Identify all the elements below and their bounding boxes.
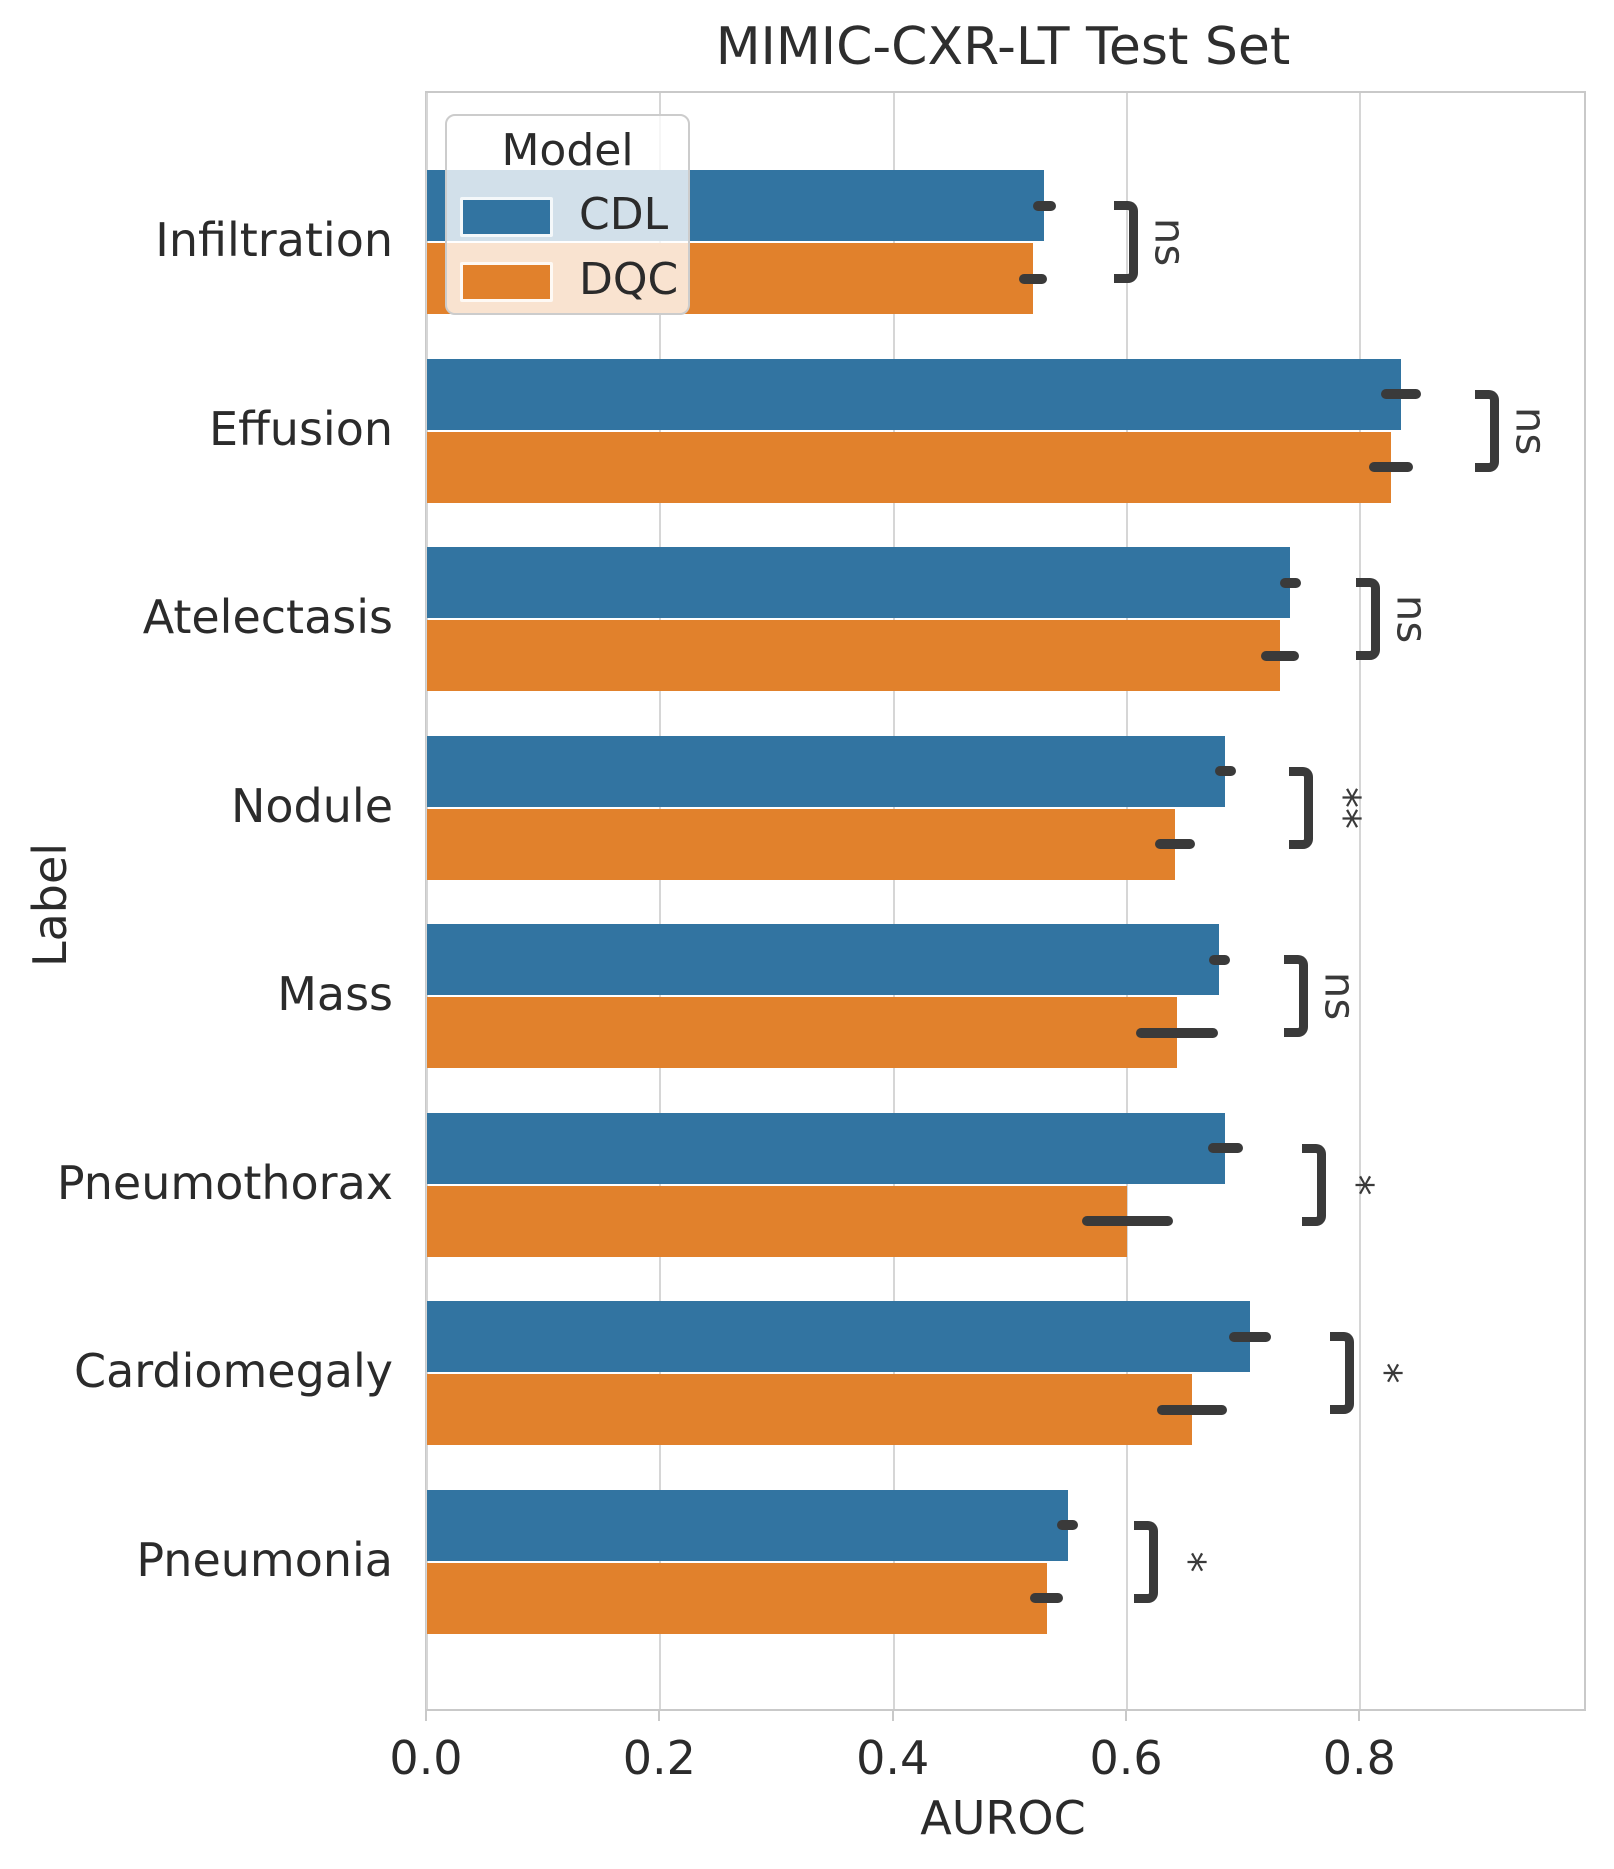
significance-label-mass: ns <box>1315 972 1365 1021</box>
significance-label-nodule: ** <box>1320 786 1370 829</box>
significance-bracket-pneumothorax <box>1301 1143 1326 1226</box>
error-bar-cdl-pneumothorax <box>1207 1143 1243 1154</box>
significance-bracket-effusion <box>1474 389 1499 472</box>
bar-cdl-pneumonia <box>427 1489 1068 1561</box>
significance-bracket-nodule <box>1289 766 1314 849</box>
x-tick-label-0.6: 0.6 <box>1089 1731 1163 1785</box>
error-bar-dqc-cardiomegaly <box>1157 1404 1228 1415</box>
error-bar-dqc-infiltration <box>1018 273 1047 284</box>
bar-dqc-pneumonia <box>427 1562 1047 1634</box>
x-tick-label-0.0: 0.0 <box>389 1731 463 1785</box>
y-tick-label-infiltration: Infiltration <box>155 213 393 267</box>
bar-cdl-mass <box>427 924 1220 996</box>
y-axis-label: Label <box>23 842 77 968</box>
bar-cdl-pneumothorax <box>427 1112 1226 1184</box>
legend-label-cdl: CDL <box>579 189 669 240</box>
plot-area: ns ns ns ** ns * * * Model CDL DQC <box>425 91 1586 1711</box>
error-bar-dqc-pneumonia <box>1030 1593 1063 1604</box>
error-bar-cdl-cardiomegaly <box>1228 1331 1271 1342</box>
gridline-0.8 <box>1359 93 1362 1709</box>
legend-label-dqc: DQC <box>579 254 679 305</box>
x-tick-label-0.2: 0.2 <box>622 1731 696 1785</box>
significance-bracket-pneumonia <box>1133 1520 1158 1603</box>
x-tick-mark-0.4 <box>891 1709 894 1721</box>
error-bar-dqc-mass <box>1136 1027 1218 1038</box>
error-bar-cdl-mass <box>1208 954 1230 965</box>
bar-dqc-cardiomegaly <box>427 1374 1193 1446</box>
significance-bracket-infiltration <box>1114 201 1139 283</box>
bar-cdl-cardiomegaly <box>427 1301 1250 1373</box>
bar-dqc-pneumothorax <box>427 1185 1128 1257</box>
significance-label-effusion: ns <box>1506 406 1556 455</box>
x-tick-mark-0.6 <box>1125 1709 1128 1721</box>
chart-title: MIMIC-CXR-LT Test Set <box>715 17 1291 77</box>
significance-label-pneumonia: * <box>1165 1551 1215 1573</box>
cdl-swatch <box>460 197 553 237</box>
legend-item-dqc: DQC <box>447 255 688 305</box>
error-bar-cdl-effusion <box>1381 389 1422 400</box>
error-bar-cdl-atelectasis <box>1279 577 1301 588</box>
x-axis-label: AUROC <box>920 1791 1086 1845</box>
gridline-0.4 <box>892 93 895 1709</box>
legend-title: Model <box>501 125 634 176</box>
bar-cdl-effusion <box>427 358 1402 430</box>
significance-bracket-atelectasis <box>1355 578 1380 661</box>
error-bar-dqc-atelectasis <box>1261 650 1299 661</box>
y-tick-label-mass: Mass <box>277 967 393 1022</box>
bar-dqc-mass <box>427 997 1178 1069</box>
significance-bracket-mass <box>1284 955 1309 1038</box>
y-tick-label-cardiomegaly: Cardiomegaly <box>73 1344 393 1399</box>
x-tick-mark-0.8 <box>1358 1709 1361 1721</box>
x-tick-mark-0.2 <box>658 1709 661 1721</box>
error-bar-dqc-pneumothorax <box>1081 1216 1173 1227</box>
significance-label-pneumothorax: * <box>1333 1174 1383 1196</box>
y-tick-label-pneumothorax: Pneumothorax <box>56 1155 393 1210</box>
gridline-0.0 <box>426 93 428 1709</box>
y-tick-label-atelectasis: Atelectasis <box>142 590 393 645</box>
significance-label-infiltration: ns <box>1145 217 1195 267</box>
error-bar-cdl-pneumonia <box>1057 1520 1079 1531</box>
error-bar-dqc-nodule <box>1155 839 1195 850</box>
error-bar-cdl-infiltration <box>1032 200 1056 211</box>
legend-item-cdl: CDL <box>447 190 688 240</box>
x-tick-label-0.8: 0.8 <box>1322 1731 1396 1785</box>
gridline-0.6 <box>1126 93 1129 1709</box>
bar-dqc-effusion <box>427 431 1391 503</box>
error-bar-dqc-effusion <box>1368 462 1413 473</box>
y-tick-label-pneumonia: Pneumonia <box>136 1532 393 1587</box>
y-tick-label-nodule: Nodule <box>231 778 393 833</box>
significance-label-cardiomegaly: * <box>1361 1362 1411 1384</box>
legend: Model CDL DQC <box>445 114 690 315</box>
error-bar-cdl-nodule <box>1214 766 1236 777</box>
significance-label-atelectasis: ns <box>1387 594 1437 644</box>
significance-bracket-cardiomegaly <box>1329 1332 1354 1415</box>
dqc-swatch <box>460 262 553 302</box>
gridline-0.2 <box>659 93 662 1709</box>
x-tick-label-0.4: 0.4 <box>856 1731 930 1785</box>
bar-cdl-nodule <box>427 735 1226 807</box>
bar-dqc-nodule <box>427 808 1175 880</box>
bar-dqc-atelectasis <box>427 620 1280 692</box>
bar-cdl-atelectasis <box>427 547 1291 619</box>
y-tick-label-effusion: Effusion <box>209 401 393 456</box>
x-tick-mark-0.0 <box>425 1709 427 1721</box>
